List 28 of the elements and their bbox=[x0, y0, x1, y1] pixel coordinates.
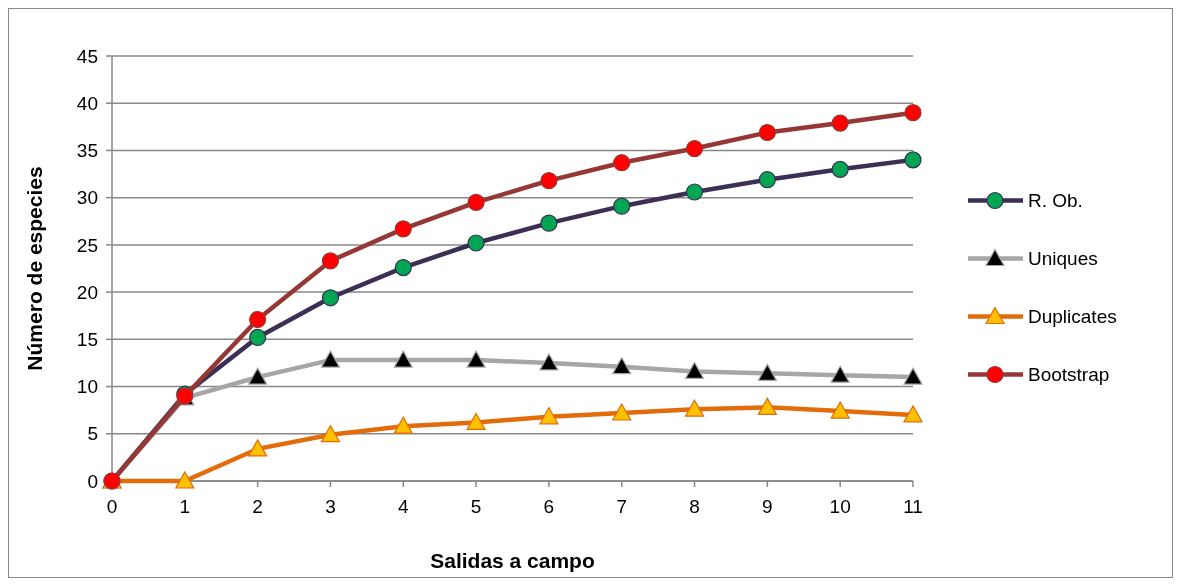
y-tick-label: 0 bbox=[87, 470, 98, 492]
x-tick-label: 3 bbox=[325, 496, 336, 517]
x-tick-label: 10 bbox=[829, 496, 851, 517]
x-tick-label: 0 bbox=[106, 496, 118, 517]
y-tick-label: 15 bbox=[76, 328, 98, 350]
y-tick-label: 40 bbox=[76, 92, 98, 114]
y-tick-label: 5 bbox=[87, 423, 98, 445]
y-tick-label: 45 bbox=[76, 45, 98, 67]
y-tick-label: 35 bbox=[76, 140, 98, 162]
x-tick-label: 11 bbox=[903, 496, 923, 517]
legend-label: Uniques bbox=[1028, 248, 1098, 270]
x-tick-label: 8 bbox=[689, 496, 700, 517]
legend-label: Duplicates bbox=[1028, 306, 1117, 328]
y-tick-label: 20 bbox=[76, 281, 98, 303]
y-tick-label: 25 bbox=[76, 234, 98, 256]
x-tick-label: 5 bbox=[470, 496, 482, 517]
legend-label: R. Ob. bbox=[1028, 190, 1083, 212]
y-tick-label: 30 bbox=[76, 187, 98, 209]
x-axis-title: Salidas a campo bbox=[430, 549, 595, 572]
x-tick-label: 6 bbox=[543, 496, 555, 517]
y-tick-label: 10 bbox=[76, 376, 98, 398]
x-tick-label: 2 bbox=[252, 496, 263, 517]
x-tick-label: 1 bbox=[179, 496, 191, 517]
x-tick-label: 9 bbox=[762, 496, 773, 517]
legend-label: Bootstrap bbox=[1028, 364, 1110, 386]
x-tick-label: 4 bbox=[397, 496, 409, 517]
x-tick-label: 7 bbox=[616, 496, 628, 517]
y-axis-title: Número de especies bbox=[23, 166, 46, 371]
